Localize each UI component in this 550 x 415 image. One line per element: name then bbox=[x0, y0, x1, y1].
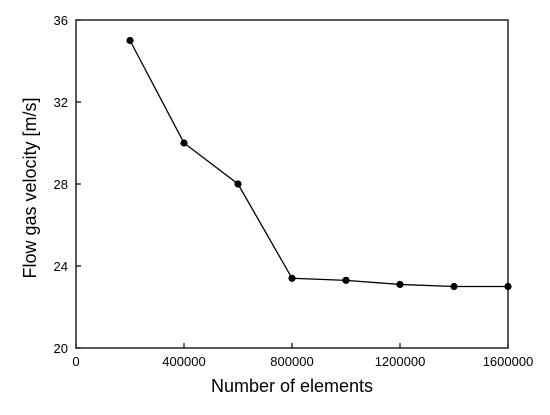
series-line bbox=[129, 40, 508, 288]
data-point bbox=[234, 180, 242, 188]
x-tick-label: 800000 bbox=[270, 354, 313, 369]
x-tick-label: 0 bbox=[72, 354, 79, 369]
data-point bbox=[342, 276, 350, 284]
data-point bbox=[126, 36, 134, 45]
y-axis-title: Flow gas velocity [m/s] bbox=[20, 97, 40, 278]
data-point bbox=[288, 274, 296, 282]
axis-ticks: 0 400000 800000 1200000 1600000 20 24 28 32 36 bbox=[54, 13, 534, 369]
y-tick-label: 20 bbox=[54, 341, 68, 356]
y-tick-label: 32 bbox=[54, 95, 68, 110]
x-axis-title: Number of elements bbox=[211, 376, 373, 396]
y-tick-label: 28 bbox=[54, 177, 68, 192]
y-tick-label: 36 bbox=[54, 13, 68, 28]
x-tick-label: 1200000 bbox=[375, 354, 426, 369]
y-tick-label: 24 bbox=[54, 259, 68, 274]
data-point bbox=[396, 280, 404, 289]
plot-frame bbox=[75, 19, 509, 349]
series-layer bbox=[126, 36, 512, 291]
x-tick-label: 1600000 bbox=[483, 354, 534, 369]
data-point bbox=[180, 139, 188, 147]
x-tick-label: 400000 bbox=[162, 354, 205, 369]
data-point bbox=[450, 282, 458, 291]
